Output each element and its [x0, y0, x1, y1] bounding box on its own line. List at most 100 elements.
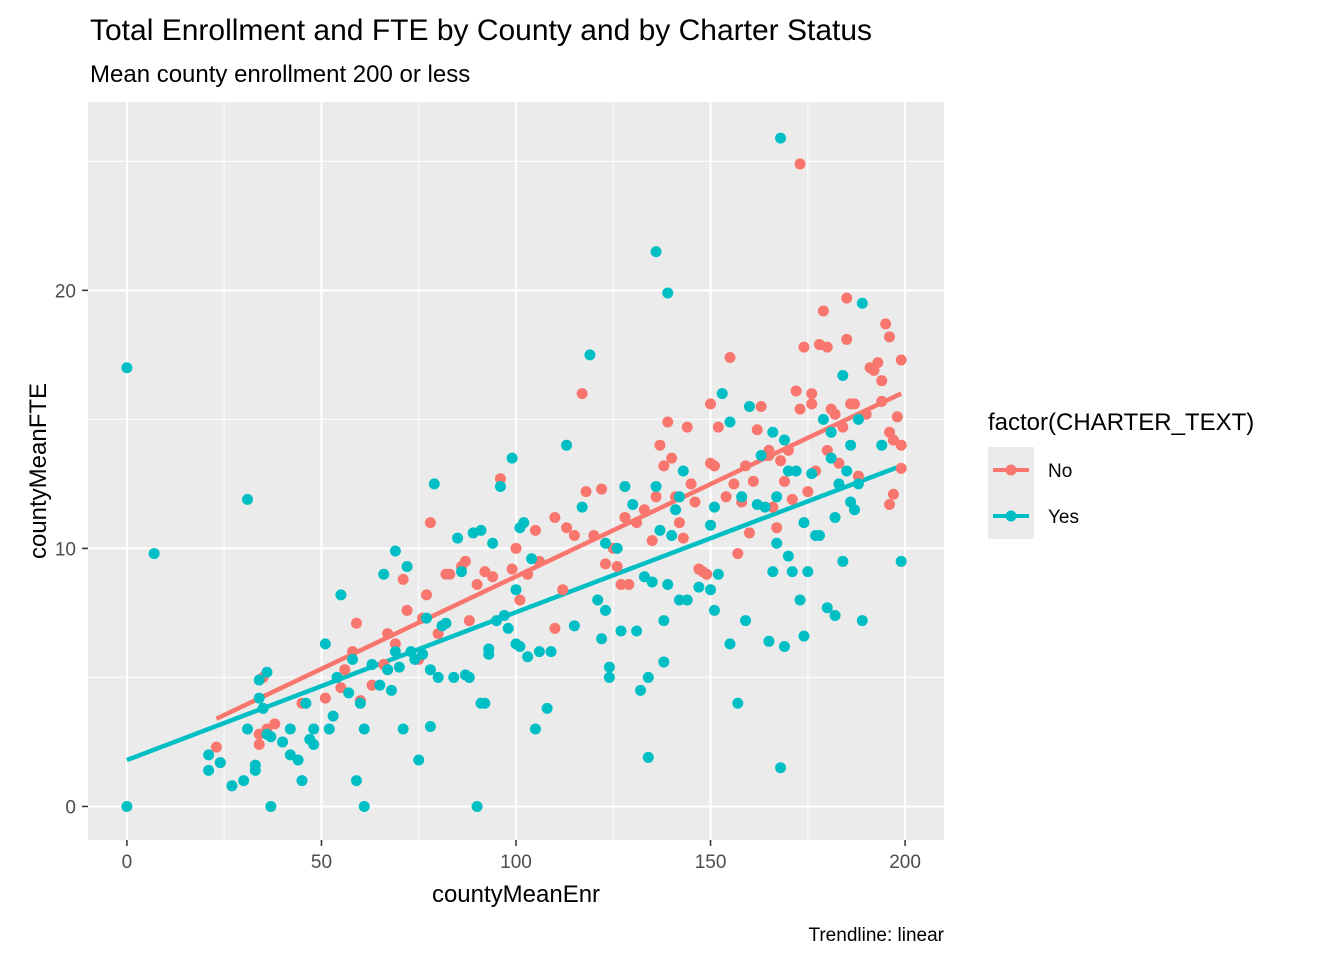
point-yes	[650, 480, 662, 492]
point-no	[891, 411, 903, 423]
point-no	[884, 499, 896, 511]
point-no	[794, 403, 806, 415]
point-no	[876, 395, 888, 407]
point-yes	[389, 545, 401, 557]
point-no	[790, 385, 802, 397]
point-yes	[561, 439, 573, 451]
point-yes	[775, 132, 787, 144]
point-yes	[385, 684, 397, 696]
point-yes	[424, 720, 436, 732]
point-yes	[673, 594, 685, 606]
point-yes	[417, 648, 429, 660]
y-tick-label: 10	[55, 539, 76, 560]
point-yes	[724, 416, 736, 428]
point-yes	[494, 480, 506, 492]
point-no	[623, 579, 635, 591]
point-yes	[666, 530, 678, 542]
point-no	[728, 478, 740, 490]
point-yes	[518, 517, 530, 529]
point-no	[444, 568, 456, 580]
point-no	[895, 439, 907, 451]
point-no	[631, 517, 643, 529]
point-yes	[603, 661, 615, 673]
point-no	[841, 292, 853, 304]
point-yes	[389, 646, 401, 658]
point-yes	[743, 400, 755, 412]
point-yes	[242, 493, 254, 505]
point-no	[335, 682, 347, 694]
point-no	[860, 408, 872, 420]
point-no	[510, 542, 522, 554]
point-no	[701, 568, 713, 580]
point-no	[253, 728, 265, 740]
point-yes	[327, 710, 339, 722]
point-yes	[529, 723, 541, 735]
legend-label-yes: Yes	[1048, 507, 1079, 528]
point-yes	[393, 661, 405, 673]
point-no	[712, 421, 724, 433]
point-yes	[813, 530, 825, 542]
x-axis-title: countyMeanEnr	[432, 881, 600, 908]
point-yes	[335, 589, 347, 601]
point-no	[689, 496, 701, 508]
point-yes	[226, 780, 238, 792]
point-no	[747, 475, 759, 487]
point-yes	[806, 468, 818, 480]
point-no	[720, 491, 732, 503]
point-no	[487, 571, 499, 583]
point-no	[401, 604, 413, 616]
point-yes	[829, 511, 841, 523]
point-yes	[296, 775, 308, 787]
point-no	[778, 475, 790, 487]
point-no	[673, 517, 685, 529]
point-yes	[599, 604, 611, 616]
point-yes	[148, 548, 160, 560]
point-yes	[642, 751, 654, 763]
point-yes	[261, 666, 273, 678]
point-no	[887, 434, 899, 446]
point-no	[650, 491, 662, 503]
point-yes	[705, 519, 717, 531]
legend-point-yes	[1005, 510, 1017, 522]
point-no	[705, 398, 717, 410]
point-no	[319, 692, 331, 704]
point-yes	[693, 581, 705, 593]
point-yes	[366, 659, 378, 671]
point-yes	[568, 620, 580, 632]
point-no	[705, 457, 717, 469]
legend-point-no	[1005, 464, 1017, 476]
point-no	[459, 555, 471, 567]
point-yes	[319, 638, 331, 650]
point-no	[806, 388, 818, 400]
point-yes	[475, 524, 487, 536]
point-yes	[670, 504, 682, 516]
point-no	[611, 560, 623, 572]
point-yes	[584, 349, 596, 361]
point-no	[817, 305, 829, 317]
point-yes	[771, 537, 783, 549]
point-yes	[576, 501, 588, 513]
point-no	[755, 400, 767, 412]
point-yes	[257, 702, 269, 714]
point-yes	[596, 633, 608, 645]
point-yes	[541, 702, 553, 714]
point-yes	[308, 739, 320, 751]
point-yes	[253, 692, 265, 704]
point-no	[802, 486, 814, 498]
point-yes	[121, 800, 133, 812]
point-yes	[712, 568, 724, 580]
point-yes	[681, 594, 693, 606]
point-yes	[654, 524, 666, 536]
point-no	[852, 470, 864, 482]
point-yes	[421, 612, 433, 624]
point-yes	[740, 615, 752, 627]
point-yes	[308, 723, 320, 735]
point-yes	[829, 610, 841, 622]
point-yes	[837, 555, 849, 567]
point-yes	[253, 674, 265, 686]
point-yes	[658, 656, 670, 668]
point-yes	[448, 671, 460, 683]
point-yes	[358, 723, 370, 735]
point-no	[829, 408, 841, 420]
point-yes	[382, 664, 394, 676]
